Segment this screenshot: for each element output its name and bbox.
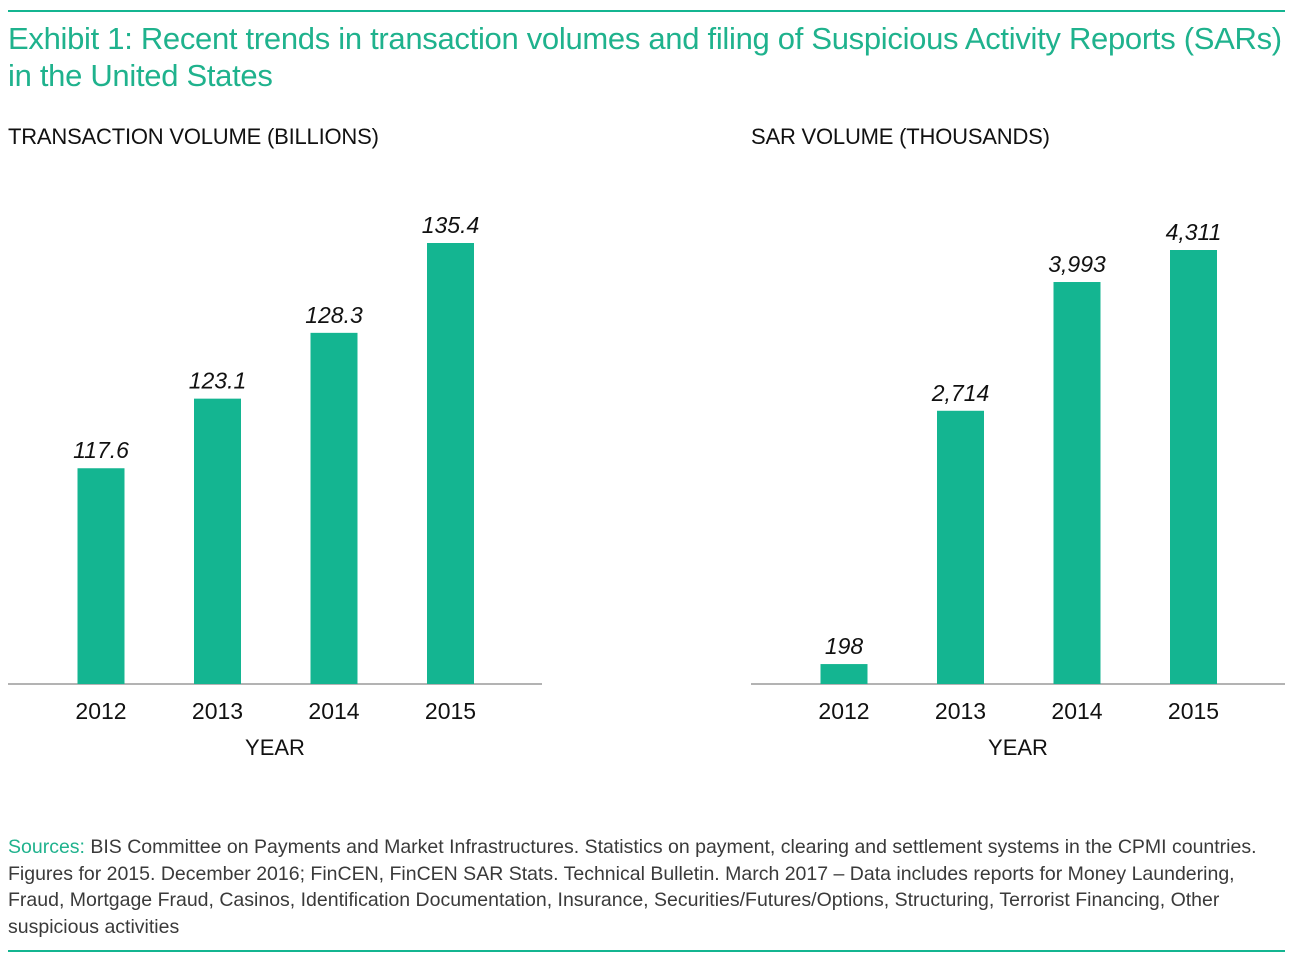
sources-label: Sources:: [8, 836, 85, 858]
bar-2013: [194, 398, 241, 684]
transaction-volume-chart-title: TRANSACTION VOLUME (BILLIONS): [8, 124, 379, 149]
x-tick-label-2012: 2012: [818, 698, 869, 724]
x-tick-label-2014: 2014: [308, 698, 359, 724]
x-tick-label-2012: 2012: [75, 698, 126, 724]
value-label-2014: 128.3: [305, 302, 363, 328]
bar-2012: [820, 664, 868, 684]
bar-2015: [427, 243, 474, 684]
x-axis-title: YEAR: [988, 735, 1048, 760]
bar-2014: [1053, 282, 1101, 684]
top-rule: [8, 10, 1285, 12]
value-label-2013: 123.1: [189, 368, 247, 394]
bar-2015: [1170, 250, 1217, 684]
value-label-2013: 2,714: [931, 380, 990, 406]
bar-2013: [937, 410, 984, 684]
x-axis-title: YEAR: [245, 735, 305, 760]
value-label-2015: 135.4: [422, 212, 480, 238]
value-label-2012: 117.6: [73, 437, 129, 463]
transaction-volume-chart: 117.6 2012 123.1 2013 128.3 2014 135.4 2015 YEAR: [8, 212, 542, 760]
x-tick-label-2013: 2013: [192, 698, 243, 724]
x-tick-label-2014: 2014: [1051, 698, 1102, 724]
bottom-rule: [8, 950, 1285, 952]
sources-note: Sources: BIS Committee on Payments and M…: [8, 834, 1293, 940]
sar-volume-chart: 198 2012 2,714 2013 3,993 2014 4,311 2015 YEAR: [751, 219, 1285, 760]
bar-2014: [310, 332, 358, 684]
exhibit-title: Exhibit 1: Recent trends in transaction …: [8, 21, 1282, 93]
x-tick-label-2015: 2015: [1168, 698, 1219, 724]
value-label-2012: 198: [825, 633, 864, 659]
x-tick-label-2015: 2015: [425, 698, 476, 724]
value-label-2014: 3,993: [1048, 251, 1106, 277]
sar-volume-chart-title: SAR VOLUME (THOUSANDS): [751, 124, 1050, 149]
sources-text: BIS Committee on Payments and Market Inf…: [8, 836, 1257, 938]
x-tick-label-2013: 2013: [935, 698, 986, 724]
bar-2012: [77, 468, 125, 684]
value-label-2015: 4,311: [1166, 219, 1222, 245]
